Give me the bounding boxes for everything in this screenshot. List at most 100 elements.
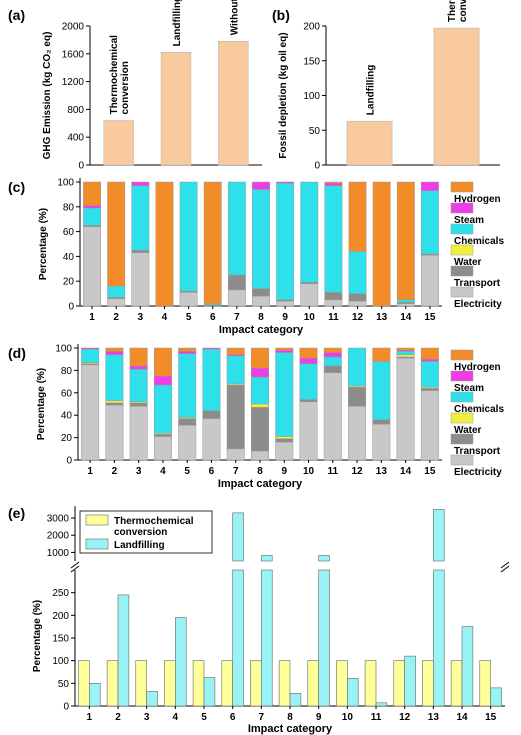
y-tick-label-e: 50 (58, 679, 70, 690)
x-tick-label-c: 15 (424, 312, 436, 323)
legend-swatch-chemicals (450, 391, 474, 403)
y-tick-label-e: 0 (63, 702, 69, 713)
legend-swatch-steam (450, 202, 474, 214)
bar-segment-steam (129, 365, 148, 370)
x-tick-label-d: 15 (424, 466, 436, 477)
bar-landfilling (261, 569, 273, 707)
x-tick-label-e: 9 (316, 712, 322, 723)
bar-segment-electricity (202, 418, 221, 461)
bar-segment-electricity (251, 450, 269, 461)
bar-label-b: Landfilling (366, 65, 377, 116)
bar-segment-hydrogen (420, 347, 439, 360)
x-tick-label-d: 13 (376, 466, 388, 477)
bar-segment-chemicals (251, 376, 269, 405)
bar-thermochemical (106, 660, 119, 707)
bar-segment-transport (348, 293, 367, 302)
x-tick-label-e: 12 (399, 712, 411, 723)
y-axis-title-a: GHG Emission (kg CO₂ eq) (42, 32, 53, 160)
bar-segment-chemicals (178, 353, 197, 418)
bar-segment-hydrogen (203, 181, 222, 304)
x-tick-label-e: 11 (371, 712, 382, 723)
legend-label-thermochemical: Thermochemical (114, 516, 194, 527)
legend-swatch-electricity (450, 454, 474, 466)
bar-segment-transport (348, 386, 367, 407)
y-tick-label-c: 80 (63, 202, 75, 213)
bar-segment-hydrogen (372, 181, 391, 307)
bar-landfilling-upper (232, 512, 244, 562)
x-tick-label-d: 6 (209, 466, 215, 477)
bar-segment-steam (299, 357, 318, 364)
x-tick-label-e: 13 (428, 712, 440, 723)
bar-segment-steam (178, 351, 197, 354)
bar-thermochemical (164, 660, 176, 707)
legend-label-electricity: Electricity (454, 299, 502, 310)
bar-segment-electricity (83, 226, 102, 307)
y-tick-label-c: 20 (63, 277, 75, 288)
x-tick-label-c: 4 (162, 312, 168, 323)
bar-segment-hydrogen (323, 347, 342, 353)
bar-segment-electricity (396, 357, 415, 461)
bar-landfilling-upper (318, 555, 330, 562)
bar-segment-steam (251, 367, 269, 378)
bar-segment-hydrogen (396, 181, 415, 301)
x-tick-label-d: 4 (160, 466, 166, 477)
legend-swatch-landfilling (85, 538, 109, 550)
bar-segment-hydrogen (324, 181, 343, 184)
bar-segment-electricity (107, 298, 126, 307)
legend-label-landfilling: Landfilling (114, 540, 165, 551)
y-tick-label-a: 1200 (62, 77, 85, 88)
bar-segment-hydrogen (275, 347, 294, 351)
bar-segment-steam (131, 181, 150, 186)
bar-segment-electricity (299, 401, 318, 461)
bar-segment-electricity (226, 448, 245, 461)
bar-segment-steam (420, 181, 439, 191)
bar-segment-steam (252, 181, 270, 190)
x-tick-label-d: 7 (233, 466, 239, 477)
bar-segment-steam (323, 352, 342, 358)
x-tick-label-d: 9 (281, 466, 287, 477)
y-tick-label-e: 1000 (47, 548, 70, 559)
legend-swatch-chemicals (450, 223, 474, 235)
bar-landfilling (318, 569, 330, 707)
bar-segment-steam (81, 347, 100, 350)
bar-thermochemical (78, 660, 90, 707)
bar-segment-hydrogen (153, 347, 172, 377)
bar-segment-transport (105, 402, 124, 406)
x-tick-label-e: 8 (287, 712, 293, 723)
bar-thermochemical (278, 660, 291, 707)
legend-swatch-water (450, 412, 474, 424)
legend-label-water: Water (454, 257, 482, 268)
bar-landfilling (289, 693, 302, 707)
bar-segment-chemicals (107, 285, 126, 298)
bar-segment-hydrogen (226, 347, 245, 355)
bar-segment-water (396, 354, 415, 358)
y-axis-title-c: Percentage (%) (38, 208, 49, 280)
bar-segment-transport (420, 388, 439, 391)
bar-segment-steam (275, 349, 294, 353)
bar-segment-electricity (178, 425, 197, 461)
y-tick-label-c: 40 (63, 252, 75, 263)
y-tick-label-d: 60 (61, 388, 73, 399)
bar-segment-electricity (275, 441, 294, 461)
legend-swatch-electricity (450, 286, 474, 298)
bar-segment-chemicals (131, 185, 150, 251)
y-tick-label-b: 150 (303, 56, 320, 67)
bar-landfilling (203, 677, 216, 707)
bar-segment-transport (131, 249, 150, 253)
bar-landfilling (117, 594, 130, 707)
bar-segment-hydrogen (396, 347, 415, 351)
bar-segment-electricity (276, 300, 295, 307)
bar-label-a: Without treatments (229, 0, 240, 35)
legend-label-chemicals: Chemicals (454, 236, 504, 247)
y-tick-label-b: 0 (314, 161, 320, 172)
bar-landfilling (375, 702, 388, 707)
bar-segment-hydrogen (83, 181, 102, 206)
bar-segment-hydrogen (155, 181, 174, 307)
legend-label-thermochemical: conversion (114, 527, 167, 538)
x-tick-label-e: 5 (201, 712, 207, 723)
axis-break-mark (500, 565, 510, 573)
x-tick-label-d: 2 (112, 466, 118, 477)
bar-segment-chemicals (153, 384, 172, 434)
legend-swatch-hydrogen (450, 349, 474, 361)
